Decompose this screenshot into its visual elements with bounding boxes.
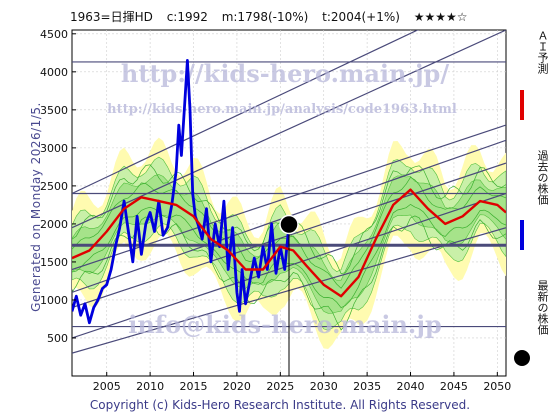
trend-line: [72, 30, 419, 195]
legend: ＡＩ予測 過去の株価 最新の株価: [512, 30, 552, 380]
x-tick-label: 2035: [353, 380, 381, 393]
legend-label-latest: 最新の株価: [536, 280, 549, 335]
copyright-footer: Copyright (c) Kids-Hero Research Institu…: [89, 398, 471, 412]
x-tick-label: 2025: [266, 380, 294, 393]
y-tick-label: 500: [47, 332, 68, 345]
target-price: t:2004(+1%): [322, 10, 400, 24]
y-tick-label: 2500: [40, 180, 68, 193]
y-tick-label: 1500: [40, 256, 68, 269]
stock-code-name: 1963=日揮HD: [70, 10, 153, 24]
series-lines: [72, 59, 506, 325]
x-tick-label: 2040: [397, 380, 425, 393]
median-price: m:1798(-10%): [221, 10, 309, 24]
x-axis: 2005 2010 2015 2020 2025 2030 2035 2040 2045 2050: [93, 372, 511, 393]
y-tick-label: 4500: [40, 28, 68, 41]
x-tick-label: 2015: [180, 380, 208, 393]
current-price: c:1992: [166, 10, 208, 24]
y-tick-label: 2000: [40, 218, 68, 231]
y-axis: 500 1000 1500 2000 2500 3000 3500 4000 4500: [40, 28, 76, 345]
past-price-line: [72, 59, 291, 325]
ai-prediction-line: [72, 188, 506, 298]
y-tick-label: 3500: [40, 104, 68, 117]
generated-date-text: Generated on Monday 2026/1/5.: [29, 102, 43, 312]
watermark-url-long: http://kids-hero.main.jp/analysis/code19…: [107, 102, 457, 117]
y-tick-label: 4000: [40, 66, 68, 79]
trend-line: [72, 30, 506, 229]
x-tick-label: 2050: [483, 380, 511, 393]
watermark-email: info@kids-hero.main.jp: [128, 310, 442, 339]
legend-swatch-past: [520, 220, 524, 250]
x-tick-label: 2005: [93, 380, 121, 393]
legend-item-ai: ＡＩ予測: [512, 30, 552, 130]
legend-label-ai: ＡＩ予測: [536, 30, 549, 74]
watermark-url: http://kids-hero.main.jp/: [121, 59, 449, 88]
legend-swatch-ai: [520, 90, 524, 120]
y-tick-label: 3000: [40, 142, 68, 155]
latest-marker: [279, 214, 299, 376]
legend-item-latest: 最新の株価: [512, 280, 552, 380]
watermarks: http://kids-hero.main.jp/ http://kids-he…: [107, 59, 457, 339]
legend-item-past: 過去の株価: [512, 150, 552, 260]
latest-price-marker: [279, 214, 299, 235]
x-tick-label: 2010: [136, 380, 164, 393]
generated-label: Generated on Monday 2026/1/5.: [26, 60, 43, 360]
x-tick-label: 2030: [310, 380, 338, 393]
legend-swatch-latest: [514, 350, 530, 366]
x-tick-label: 2045: [440, 380, 468, 393]
chart-header: 1963=日揮HD c:1992 m:1798(-10%) t:2004(+1%…: [70, 8, 500, 26]
legend-label-past: 過去の株価: [536, 150, 549, 205]
rating-stars: ★★★★☆: [413, 10, 468, 24]
y-tick-label: 1000: [40, 294, 68, 307]
x-tick-label: 2020: [223, 380, 251, 393]
